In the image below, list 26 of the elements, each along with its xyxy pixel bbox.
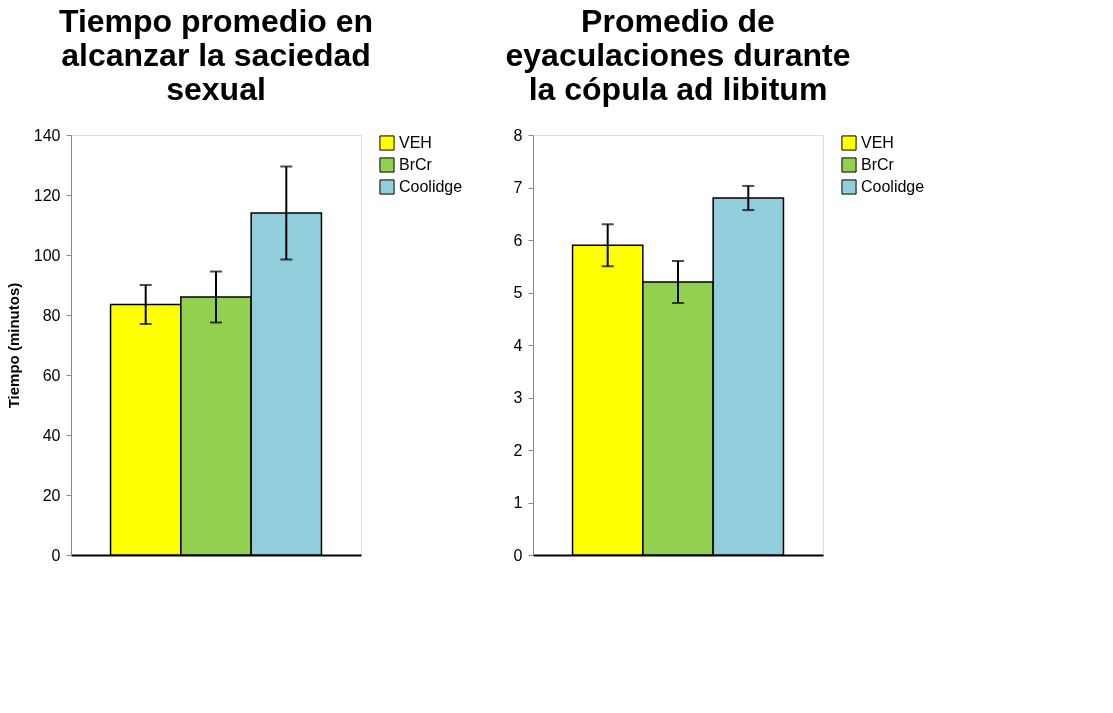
y-tick-label: 120	[33, 186, 61, 204]
y-tick-label: 2	[513, 441, 523, 459]
y-tick-label: 5	[513, 284, 523, 301]
y-tick-label: 1	[513, 494, 523, 511]
chart-title: Tiempo promedio en alcanzar la saciedad sexual	[58, 3, 374, 107]
legend-label: VEH	[399, 134, 432, 151]
y-tick-label: 8	[513, 126, 523, 144]
y-tick-label: 4	[513, 336, 523, 354]
legend-label: VEH	[861, 134, 894, 151]
y-tick-label: 100	[33, 246, 61, 264]
y-tick-label: 3	[513, 389, 523, 406]
legend-label: Coolidge	[399, 178, 463, 195]
y-axis-title: Tiempo (minutos)	[4, 282, 22, 409]
y-tick-label: 60	[42, 366, 61, 384]
legend-label: BrCr	[861, 156, 895, 173]
legend-label: BrCr	[399, 156, 433, 173]
y-tick-label: 0	[51, 546, 61, 564]
y-tick-label: 80	[42, 306, 61, 324]
chart-title: Promedio de eyaculaciones durante la cópula ad libitum	[505, 3, 851, 107]
y-tick-label: 0	[513, 546, 523, 564]
y-tick-label: 140	[33, 126, 61, 144]
y-tick-label: 40	[42, 426, 61, 444]
y-tick-label: 7	[513, 179, 523, 196]
y-tick-label: 20	[42, 486, 61, 504]
legend-label: Coolidge	[861, 178, 925, 195]
y-tick-label: 6	[513, 231, 523, 249]
